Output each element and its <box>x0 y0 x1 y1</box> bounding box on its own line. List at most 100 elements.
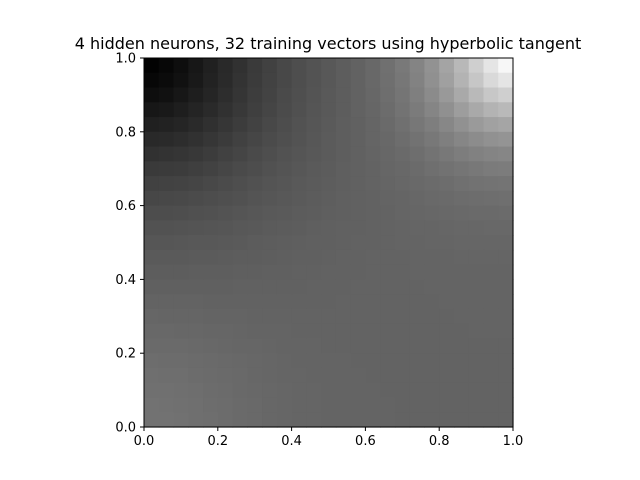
y-tick-label: 0.2 <box>115 347 136 362</box>
heatmap-cell <box>203 161 219 177</box>
heatmap-cell <box>498 190 514 207</box>
heatmap-cell <box>380 279 396 295</box>
heatmap-cell <box>232 412 248 428</box>
heatmap-cell <box>409 205 426 221</box>
heatmap-cell <box>247 294 263 310</box>
heatmap-cell <box>335 190 352 207</box>
heatmap-cell <box>203 117 219 133</box>
heatmap-cell <box>468 102 485 118</box>
heatmap-cell <box>350 161 366 177</box>
heatmap-cell <box>394 176 411 192</box>
x-tick-label: 0.2 <box>207 434 228 449</box>
heatmap-cell <box>439 353 455 369</box>
heatmap-cell <box>276 190 293 207</box>
heatmap-cell <box>335 397 352 413</box>
heatmap-cell <box>439 412 455 428</box>
heatmap-cell <box>453 412 470 428</box>
heatmap-cell <box>276 279 293 295</box>
heatmap-cell <box>276 323 293 340</box>
heatmap-cell <box>394 117 411 133</box>
heatmap-cell <box>262 308 278 325</box>
heatmap-cell <box>262 117 278 133</box>
heatmap-cell <box>365 249 381 266</box>
heatmap-cell <box>306 117 322 133</box>
heatmap-cell <box>498 176 514 192</box>
heatmap-cell <box>247 264 263 280</box>
heatmap-cell <box>276 87 293 103</box>
heatmap-cell <box>321 176 337 192</box>
heatmap-cell <box>498 249 514 266</box>
y-tick-label: 0.8 <box>115 125 136 140</box>
heatmap-cell <box>365 308 381 325</box>
heatmap-cell <box>188 382 204 399</box>
heatmap-cell <box>158 367 175 384</box>
heatmap-cell <box>409 146 426 162</box>
heatmap-cell <box>439 220 455 236</box>
heatmap-cell <box>217 323 234 340</box>
heatmap-cell <box>144 205 160 221</box>
heatmap-cell <box>188 117 204 133</box>
heatmap-cell <box>276 294 293 310</box>
heatmap-cell <box>335 353 352 369</box>
heatmap-cell <box>380 102 396 118</box>
heatmap-cell <box>453 190 470 207</box>
heatmap-cell <box>276 397 293 413</box>
heatmap-cell <box>365 220 381 236</box>
heatmap-cell <box>217 176 234 192</box>
heatmap-cell <box>424 102 440 118</box>
heatmap-cell <box>247 117 263 133</box>
heatmap-cell <box>350 382 366 399</box>
heatmap-cell <box>232 235 248 251</box>
heatmap-cell <box>498 382 514 399</box>
heatmap-cell <box>276 176 293 192</box>
heatmap-cell <box>321 382 337 399</box>
heatmap-cell <box>158 87 175 103</box>
heatmap-cell <box>247 146 263 162</box>
heatmap-cell <box>158 397 175 413</box>
heatmap-cell <box>232 382 248 399</box>
heatmap-cell <box>483 146 499 162</box>
heatmap-cell <box>203 353 219 369</box>
heatmap-cell <box>144 235 160 251</box>
x-tick-label: 1.0 <box>503 434 524 449</box>
heatmap-cell <box>173 367 189 384</box>
heatmap-cell <box>498 367 514 384</box>
heatmap-cell <box>335 249 352 266</box>
heatmap-cell <box>232 353 248 369</box>
heatmap-cell <box>247 131 263 148</box>
heatmap-cell <box>144 176 160 192</box>
heatmap-cell <box>335 308 352 325</box>
heatmap-cell <box>424 264 440 280</box>
heatmap-cell <box>306 367 322 384</box>
heatmap-cell <box>306 58 322 74</box>
heatmap-cell <box>453 176 470 192</box>
heatmap-cell <box>439 205 455 221</box>
heatmap-cell <box>321 72 337 89</box>
heatmap-cell <box>173 294 189 310</box>
heatmap-cell <box>439 264 455 280</box>
heatmap-cell <box>350 412 366 428</box>
heatmap-cell <box>365 58 381 74</box>
heatmap-cell <box>321 264 337 280</box>
heatmap-cell <box>424 353 440 369</box>
heatmap-cell <box>409 58 426 74</box>
heatmap-cell <box>439 249 455 266</box>
heatmap-cell <box>291 161 307 177</box>
x-tick-label: 0.0 <box>134 434 155 449</box>
heatmap-cell <box>217 294 234 310</box>
heatmap-cell <box>321 308 337 325</box>
heatmap-cell <box>453 87 470 103</box>
heatmap-cell <box>188 146 204 162</box>
heatmap-cell <box>409 190 426 207</box>
heatmap-cell <box>247 323 263 340</box>
heatmap-cell <box>247 308 263 325</box>
heatmap-cell <box>365 161 381 177</box>
heatmap-cell <box>203 146 219 162</box>
heatmap-cell <box>424 190 440 207</box>
heatmap-cell <box>247 397 263 413</box>
heatmap-cell <box>144 190 160 207</box>
heatmap-cell <box>468 176 485 192</box>
y-tick-label: 1.0 <box>115 52 136 67</box>
heatmap-cell <box>158 146 175 162</box>
heatmap-cell <box>173 190 189 207</box>
